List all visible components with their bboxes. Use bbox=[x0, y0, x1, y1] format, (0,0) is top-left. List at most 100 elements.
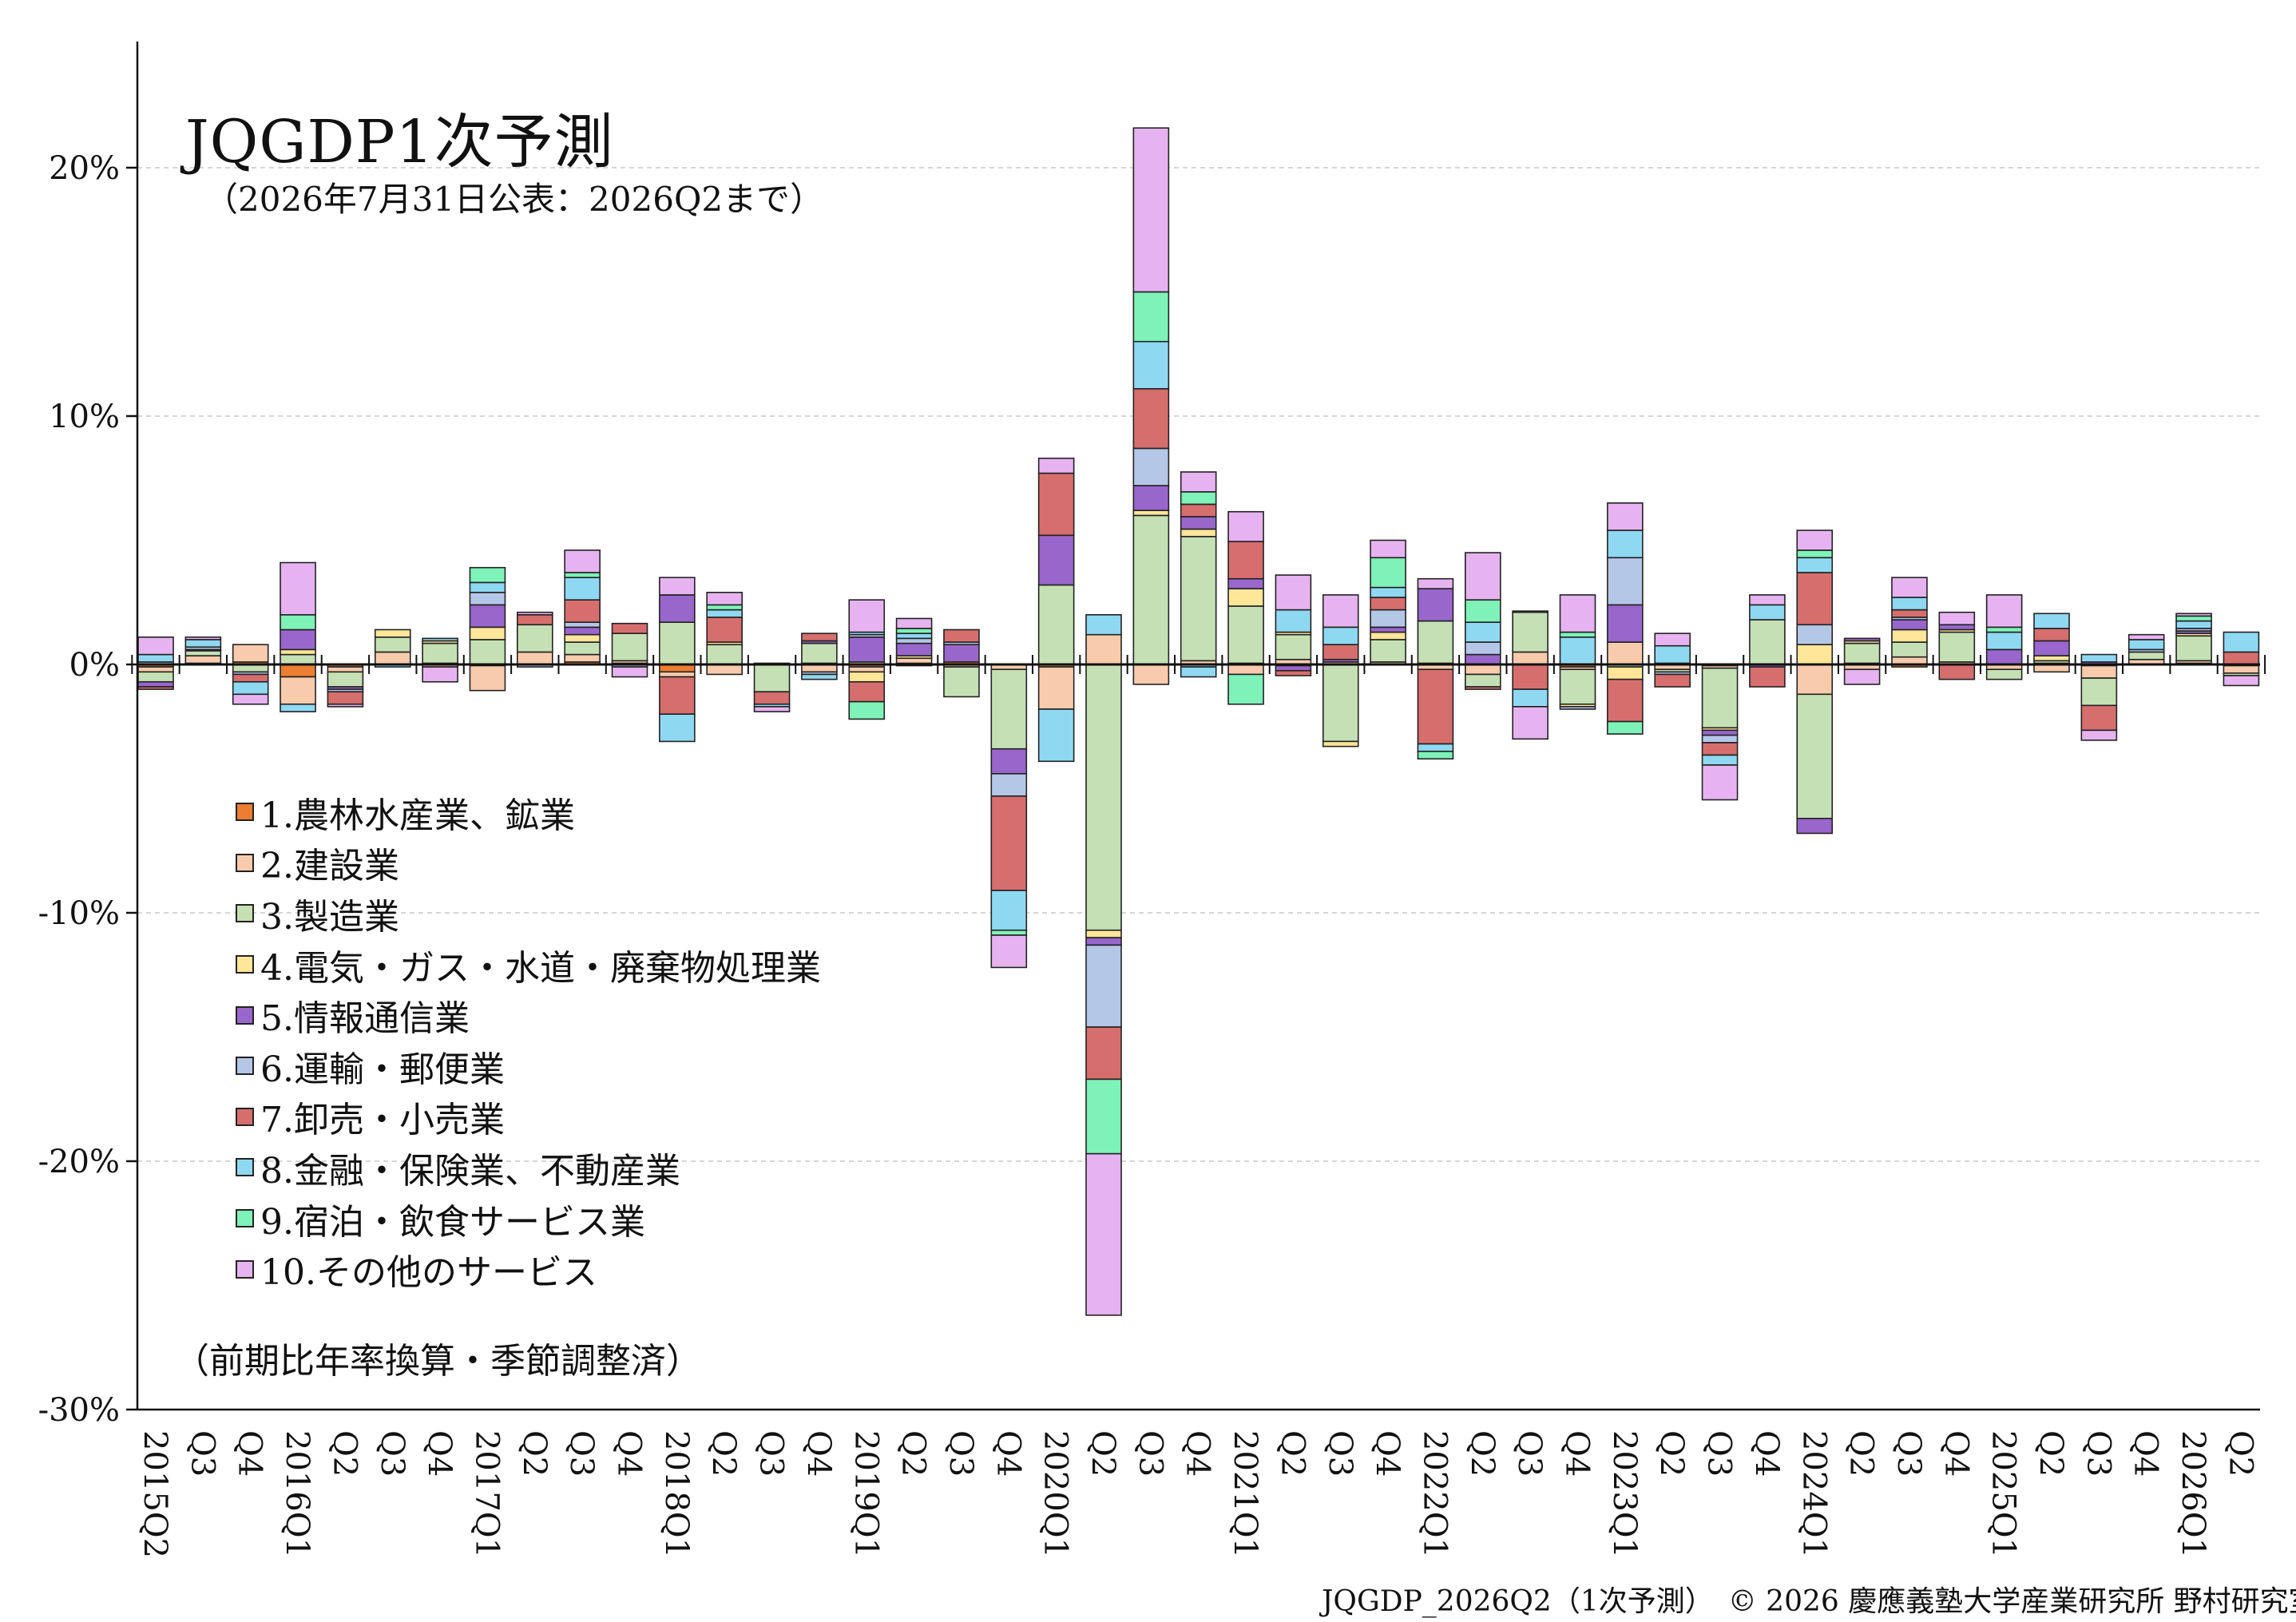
bar-segment bbox=[1180, 516, 1217, 530]
bar-segment bbox=[1180, 666, 1217, 678]
bar-segment bbox=[327, 666, 364, 673]
legend-item: 3.製造業 bbox=[236, 888, 821, 939]
bar-segment bbox=[1701, 729, 1739, 736]
bar-segment bbox=[1559, 668, 1596, 705]
x-tick-label: Q2 bbox=[2222, 1430, 2258, 1477]
bar-segment bbox=[564, 641, 601, 656]
bar-segment bbox=[1938, 624, 1976, 631]
bar-segment bbox=[184, 636, 222, 640]
bar-segment bbox=[895, 633, 933, 640]
bar-segment bbox=[1465, 653, 1501, 665]
bar-segment bbox=[990, 890, 1028, 931]
bar-segment bbox=[1607, 678, 1644, 723]
legend-item: 5.情報通信業 bbox=[236, 989, 821, 1041]
x-tick-label: Q3 bbox=[1132, 1430, 1168, 1477]
bar-segment bbox=[2127, 651, 2165, 660]
bar-segment bbox=[895, 657, 933, 664]
x-tick-label: Q3 bbox=[2080, 1430, 2116, 1477]
bar-segment bbox=[137, 686, 174, 690]
bar-segment bbox=[1370, 586, 1406, 598]
bar-segment bbox=[1749, 619, 1786, 665]
bar-segment bbox=[2033, 655, 2070, 662]
x-tick-label: Q3 bbox=[1322, 1430, 1358, 1477]
bar-segment bbox=[184, 639, 222, 648]
bar-segment bbox=[280, 664, 316, 678]
bar-segment bbox=[990, 795, 1028, 891]
bar-segment bbox=[1985, 594, 2023, 629]
bar-segment bbox=[1322, 664, 1359, 743]
bar-segment bbox=[611, 622, 648, 634]
bar-segment bbox=[1701, 742, 1739, 756]
bar-segment bbox=[1417, 668, 1454, 745]
y-tick-label: 10% bbox=[49, 399, 120, 435]
bar-segment bbox=[1938, 611, 1976, 626]
bar-segment bbox=[753, 691, 791, 705]
x-tick-label: Q4 bbox=[1559, 1430, 1596, 1477]
bar-segment bbox=[1370, 639, 1406, 663]
bar-segment bbox=[1180, 471, 1217, 493]
bar-segment bbox=[469, 664, 506, 692]
x-tick-label: Q4 bbox=[800, 1430, 837, 1477]
bar-segment bbox=[2080, 729, 2118, 741]
bar-segment bbox=[1796, 529, 1834, 551]
legend-label: 3.製造業 bbox=[260, 896, 399, 938]
bar-segment bbox=[706, 609, 744, 618]
y-tick-label: 0% bbox=[69, 647, 120, 684]
x-tick-label: Q4 bbox=[1180, 1430, 1216, 1477]
bar-segment bbox=[564, 577, 601, 601]
bar-segment bbox=[990, 773, 1028, 797]
x-tick-label: Q3 bbox=[1701, 1430, 1738, 1477]
bar-segment bbox=[1607, 529, 1644, 559]
bar-segment bbox=[137, 671, 174, 683]
bar-segment bbox=[611, 666, 648, 678]
bar-segment bbox=[564, 599, 601, 623]
bar-segment bbox=[1512, 651, 1549, 665]
bar-segment bbox=[895, 637, 933, 644]
bar-segment bbox=[1654, 644, 1691, 664]
bar-segment bbox=[469, 604, 506, 629]
chart-title: JQGDP1次予測 bbox=[185, 108, 614, 176]
bar-segment bbox=[1891, 577, 1928, 598]
bar-segment bbox=[1322, 594, 1359, 629]
legend-label: 6.運輸・郵便業 bbox=[260, 1049, 505, 1090]
bar-segment bbox=[659, 671, 696, 678]
bar-segment bbox=[1132, 447, 1170, 486]
bar-segment bbox=[895, 617, 933, 629]
x-tick-label: Q4 bbox=[611, 1430, 648, 1477]
bar-segment bbox=[1985, 631, 2023, 651]
bar-segment bbox=[1227, 577, 1264, 589]
x-tick-label: 2025Q1 bbox=[1985, 1430, 2022, 1558]
bar-segment bbox=[374, 636, 411, 653]
bar-segment bbox=[1512, 664, 1549, 690]
legend-swatch bbox=[236, 1005, 254, 1025]
x-tick-label: Q2 bbox=[1653, 1430, 1690, 1477]
bar-segment bbox=[2080, 664, 2118, 679]
bar-segment bbox=[327, 671, 364, 688]
bar-segment bbox=[1370, 631, 1406, 640]
x-tick-label: Q3 bbox=[374, 1430, 410, 1477]
bar-segment bbox=[1275, 633, 1312, 660]
bar-segment bbox=[564, 549, 601, 573]
x-tick-label: Q3 bbox=[942, 1430, 979, 1477]
bar-segment bbox=[1275, 664, 1312, 672]
x-tick-label: Q4 bbox=[989, 1430, 1026, 1477]
footer-credit: JQGDP_2026Q2（1次予測） © 2026 慶應義塾大学産業研究所 野村… bbox=[1322, 1585, 2296, 1618]
bar-segment bbox=[1417, 588, 1454, 622]
bar-segment bbox=[327, 703, 364, 708]
legend-swatch bbox=[236, 1209, 254, 1228]
bar-segment bbox=[469, 581, 506, 593]
bar-segment bbox=[1891, 641, 1928, 658]
x-tick-label: Q4 bbox=[421, 1430, 458, 1477]
legend-item: 2.建設業 bbox=[236, 838, 821, 889]
bar-segment bbox=[848, 700, 886, 720]
bar-segment bbox=[801, 642, 838, 664]
bar-segment bbox=[137, 666, 174, 673]
bar-segment bbox=[1796, 572, 1834, 626]
bar-segment bbox=[1559, 594, 1596, 633]
bar-segment bbox=[1701, 764, 1739, 801]
bar-segment bbox=[1465, 673, 1501, 688]
bar-segment bbox=[137, 653, 174, 663]
bar-segment bbox=[1037, 584, 1075, 665]
bar-segment bbox=[1796, 557, 1834, 573]
bar-segment bbox=[801, 633, 838, 642]
